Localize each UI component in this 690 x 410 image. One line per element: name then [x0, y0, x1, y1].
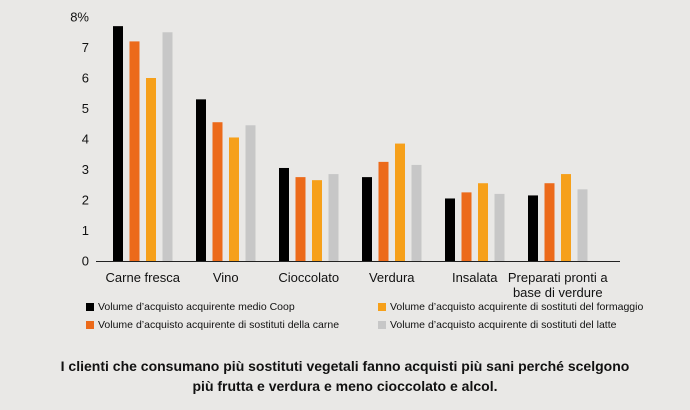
bar-latte [162, 32, 173, 261]
x-category-label: Preparati pronti a [508, 270, 608, 285]
legend-label-coop: Volume d’acquisto acquirente medio Coop [98, 301, 295, 313]
caption-line-1: I clienti che consumano più sostituti ve… [60, 358, 630, 374]
bar-formaggio [312, 180, 322, 261]
bar-carne [378, 161, 389, 261]
legend-label-carne: Volume d’acquisto acquirente di sostitut… [98, 319, 340, 331]
bar-carne [129, 41, 140, 262]
bar-formaggio [561, 174, 571, 261]
x-axis: Carne fresca Vino Cioccolato Verdura Insalat… [96, 261, 620, 300]
y-axis: 0 1 2 3 4 5 6 7 8% [70, 10, 89, 269]
bar-latte [328, 174, 339, 261]
bar-carne [461, 192, 472, 261]
bar-coop [362, 177, 372, 261]
legend-swatch-latte [378, 321, 386, 329]
legend-item-latte: Volume d’acquisto acquirente di sostitut… [378, 319, 678, 331]
y-tick-label: 2 [82, 193, 89, 208]
bar-carne [295, 177, 306, 261]
y-tick-label: 4 [82, 132, 89, 147]
y-tick-label: 0 [82, 254, 89, 269]
legend-swatch-coop [86, 303, 94, 311]
bar-latte [245, 125, 256, 262]
y-tick-label: 5 [82, 101, 89, 116]
bar-formaggio [229, 137, 239, 261]
bar-carne [212, 122, 223, 261]
bar-coop [528, 195, 538, 261]
legend-swatch-carne [86, 321, 94, 329]
bar-latte [411, 164, 422, 261]
y-tick-label: 7 [82, 40, 89, 55]
x-category-label: Carne fresca [106, 270, 181, 285]
legend: Volume d’acquisto acquirente medio Coop … [86, 301, 686, 331]
bar-coop [196, 99, 206, 261]
y-tick-label: 6 [82, 71, 89, 86]
y-tick-label: 3 [82, 162, 89, 177]
bar-formaggio [395, 143, 405, 261]
legend-item-coop: Volume d’acquisto acquirente medio Coop [86, 301, 378, 313]
y-tick-label: 8% [70, 10, 89, 25]
bar-latte [577, 189, 588, 261]
legend-label-formaggio: Volume d’acquisto acquirente di sostitut… [390, 301, 644, 313]
bar-coop [279, 167, 289, 261]
bars [113, 26, 588, 262]
bar-coop [445, 198, 455, 261]
bar-latte [494, 193, 505, 261]
x-category-label: Insalata [452, 270, 498, 285]
chart-caption: I clienti che consumano più sostituti ve… [0, 356, 690, 396]
x-category-label: Cioccolato [278, 270, 339, 285]
x-category-label: base di verdure [513, 285, 603, 300]
x-category-label: Verdura [369, 270, 415, 285]
caption-line-2: più frutta e verdura e meno cioccolato e… [192, 378, 498, 394]
legend-label-latte: Volume d’acquisto acquirente di sostitut… [390, 319, 617, 331]
legend-item-carne: Volume d’acquisto acquirente di sostitut… [86, 319, 378, 331]
bar-formaggio [478, 183, 488, 261]
legend-item-formaggio: Volume d’acquisto acquirente di sostitut… [378, 301, 678, 313]
bar-chart: 0 1 2 3 4 5 6 7 8% Carne fresca Vino Cioccolato Ver… [70, 10, 620, 300]
y-tick-label: 1 [82, 223, 89, 238]
bar-coop [113, 26, 123, 262]
legend-swatch-formaggio [378, 303, 386, 311]
x-category-label: Vino [213, 270, 239, 285]
bar-carne [544, 183, 555, 261]
bar-formaggio [146, 78, 156, 261]
